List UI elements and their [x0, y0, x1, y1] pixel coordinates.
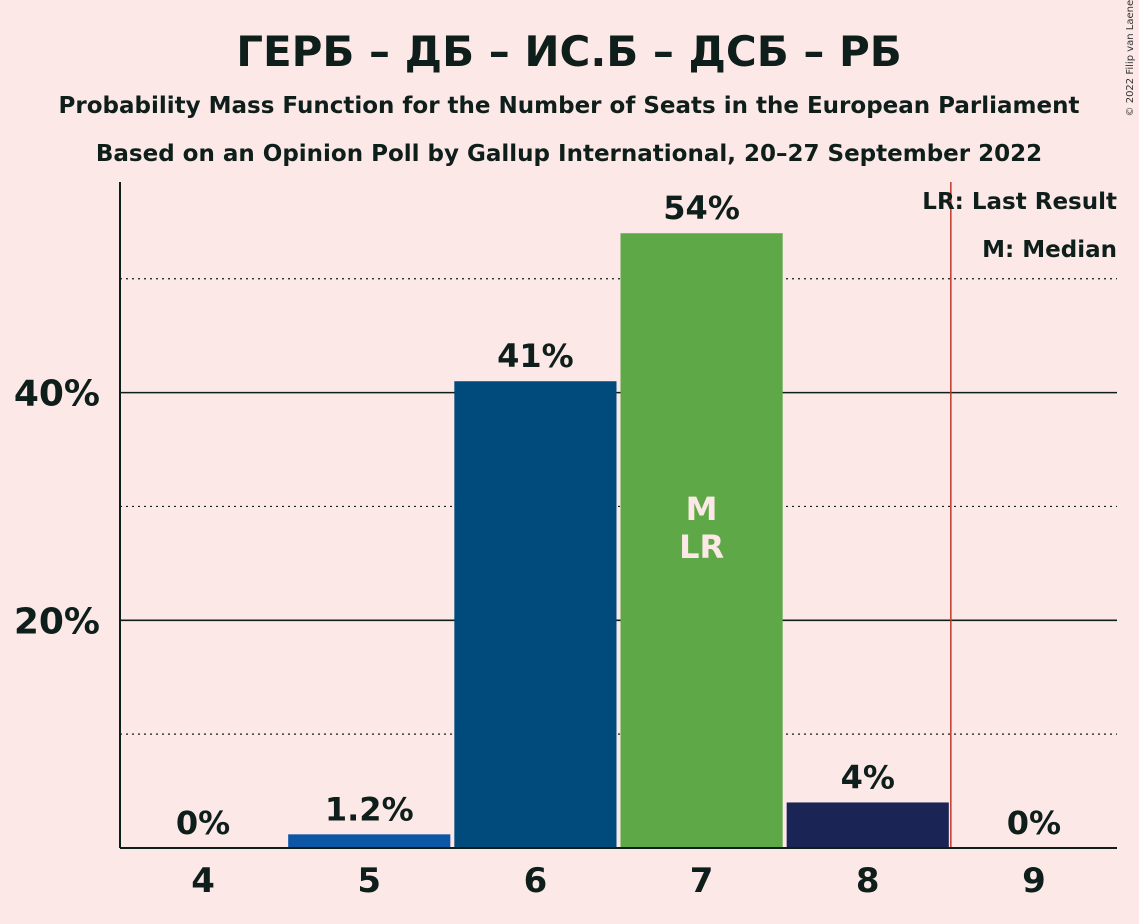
copyright-text: © 2022 Filip van Laenen: [1125, 0, 1136, 116]
value-label-seats-8: 4%: [841, 758, 895, 796]
x-tick-label-8: 8: [856, 861, 880, 901]
y-tick-label-40: 40%: [14, 374, 100, 415]
bars: [288, 233, 949, 848]
bar-value-labels: 0% 4 1.2% 5 41% 6 54% 7 4% 8 0% 9 MLR: [176, 189, 1061, 901]
x-tick-label-4: 4: [191, 861, 215, 901]
legend-last-result: LR: Last Result: [922, 189, 1117, 215]
chart-title: ГЕРБ – ДБ – ИС.Б – ДСБ – РБ: [236, 27, 902, 76]
y-tick-label-20: 20%: [14, 601, 100, 642]
value-label-seats-4: 0%: [176, 804, 230, 842]
value-label-seats-9: 0%: [1007, 804, 1061, 842]
value-label-seats-5: 1.2%: [325, 790, 414, 828]
gridlines: 20% 40%: [14, 278, 1117, 735]
x-tick-label-9: 9: [1022, 861, 1046, 901]
chart-subtitle: Probability Mass Function for the Number…: [59, 93, 1080, 119]
x-tick-label-6: 6: [524, 861, 548, 901]
bar-seats-6: [454, 381, 617, 848]
x-tick-label-7: 7: [690, 861, 714, 901]
x-tick-label-5: 5: [357, 861, 381, 901]
legend-median: M: Median: [982, 237, 1117, 263]
bar-seats-7: [620, 233, 783, 848]
last-result-marker: LR: [679, 528, 724, 566]
chart-subtitle-poll: Based on an Opinion Poll by Gallup Inter…: [96, 141, 1042, 167]
value-label-seats-7: 54%: [663, 189, 740, 227]
median-marker: M: [686, 490, 718, 528]
bar-seats-5: [288, 834, 451, 848]
value-label-seats-6: 41%: [497, 337, 574, 375]
bar-seats-8: [786, 802, 949, 848]
axes: [119, 182, 1117, 849]
